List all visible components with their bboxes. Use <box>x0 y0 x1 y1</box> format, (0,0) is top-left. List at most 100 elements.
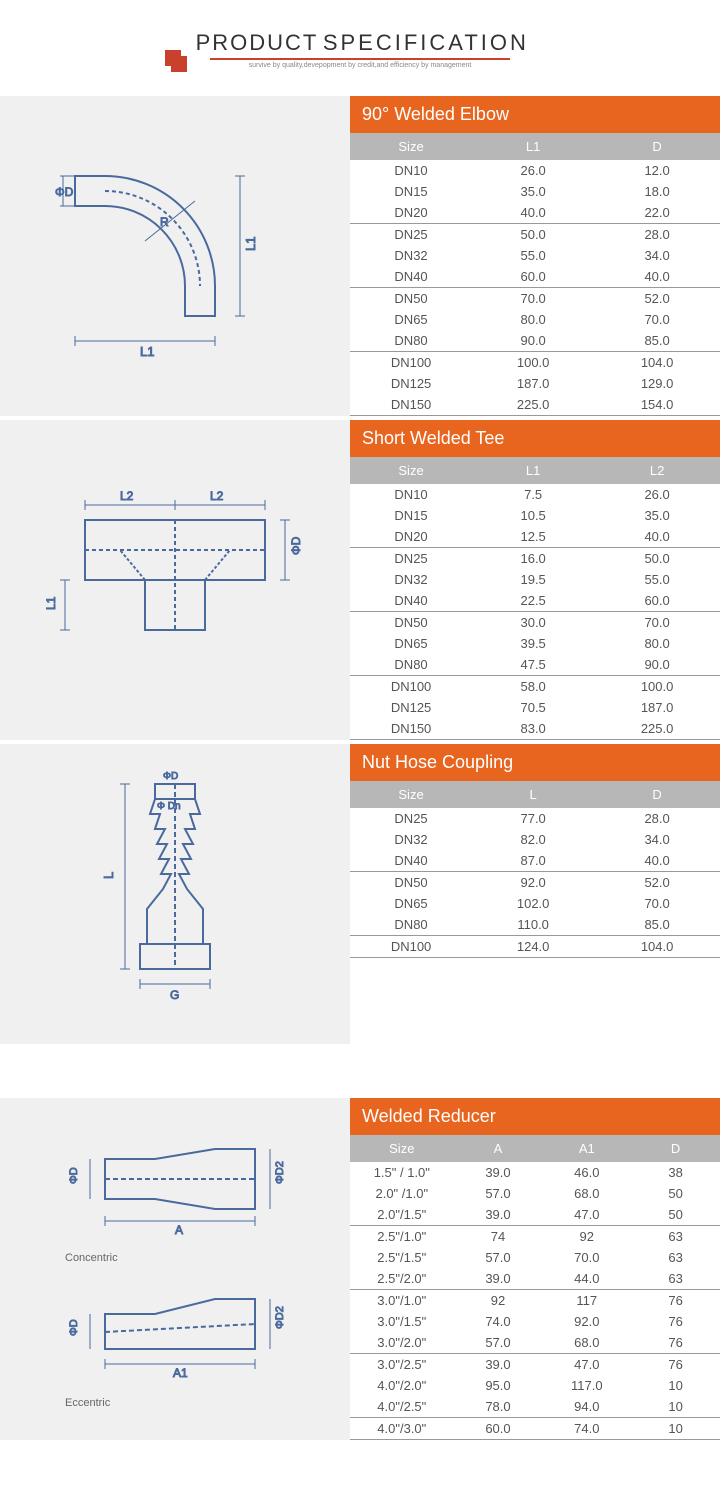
table-cell: DN40 <box>350 590 472 612</box>
table-cell: 76 <box>631 1290 720 1312</box>
col-header: D <box>594 781 720 808</box>
table-cell: DN32 <box>350 569 472 590</box>
col-header: D <box>594 133 720 160</box>
table-row: 4.0"/2.5"78.094.010 <box>350 1396 720 1418</box>
table-cell: 39.0 <box>454 1204 543 1226</box>
table-cell: 50.0 <box>472 224 594 246</box>
table-cell: DN100 <box>350 352 472 374</box>
table-cell: 104.0 <box>594 352 720 374</box>
table-cell: 117.0 <box>542 1375 631 1396</box>
table-cell: 82.0 <box>472 829 594 850</box>
table-cell: 3.0"/2.5" <box>350 1354 454 1376</box>
table-cell: 68.0 <box>542 1183 631 1204</box>
svg-text:ΦD: ΦD <box>163 771 178 782</box>
spec-table: SizeAA1D1.5" / 1.0"39.046.0382.0" /1.0"5… <box>350 1135 720 1440</box>
table-cell: 60.0 <box>472 266 594 288</box>
table-row: 4.0"/2.0"95.0117.010 <box>350 1375 720 1396</box>
section-title: Short Welded Tee <box>350 420 720 457</box>
svg-text:Φ Dn: Φ Dn <box>157 801 181 812</box>
table-cell: 4.0"/2.0" <box>350 1375 454 1396</box>
table-cell: DN10 <box>350 160 472 181</box>
section-title: Nut Hose Coupling <box>350 744 720 781</box>
table-cell: 70.5 <box>472 697 594 718</box>
section-title: 90° Welded Elbow <box>350 96 720 133</box>
table-cell: 55.0 <box>472 245 594 266</box>
table-cell: DN20 <box>350 526 472 548</box>
table-row: 1.5" / 1.0"39.046.038 <box>350 1162 720 1183</box>
table-cell: DN80 <box>350 654 472 676</box>
table-row: DN100124.0104.0 <box>350 936 720 958</box>
table-cell: DN125 <box>350 373 472 394</box>
table-cell: 68.0 <box>542 1332 631 1354</box>
table-row: DN65102.070.0 <box>350 893 720 914</box>
page-header: PRODUCT SPECIFICATION survive by quality… <box>0 0 720 92</box>
spec-section: L1 L1 R ΦD 90° Welded ElbowSizeL1DDN1026… <box>0 96 720 416</box>
table-cell: 2.5"/1.0" <box>350 1226 454 1248</box>
svg-text:A: A <box>175 1223 183 1237</box>
table-cell: 124.0 <box>472 936 594 958</box>
table-row: DN1535.018.0 <box>350 181 720 202</box>
table-row: DN8047.590.0 <box>350 654 720 676</box>
table-row: DN100100.0104.0 <box>350 352 720 374</box>
table-cell: 40.0 <box>472 202 594 224</box>
table-cell: 7.5 <box>472 484 594 505</box>
svg-text:L1: L1 <box>44 596 58 610</box>
table-cell: DN15 <box>350 505 472 526</box>
table-cell: 39.0 <box>454 1162 543 1183</box>
table-cell: 2.5"/2.0" <box>350 1268 454 1290</box>
table-cell: DN65 <box>350 309 472 330</box>
table-row: DN4022.560.0 <box>350 590 720 612</box>
table-cell: 10 <box>631 1418 720 1440</box>
svg-text:L: L <box>101 872 116 879</box>
table-cell: 83.0 <box>472 718 594 740</box>
table-cell: DN65 <box>350 893 472 914</box>
table-cell: 92.0 <box>472 872 594 894</box>
table-cell: 2.5"/1.5" <box>350 1247 454 1268</box>
table-cell: 50 <box>631 1204 720 1226</box>
table-cell: 40.0 <box>594 266 720 288</box>
title-product: PRODUCT <box>196 30 319 55</box>
table-row: DN107.526.0 <box>350 484 720 505</box>
data-panel: Welded ReducerSizeAA1D1.5" / 1.0"39.046.… <box>350 1098 720 1440</box>
svg-text:L1: L1 <box>140 344 154 359</box>
table-cell: DN80 <box>350 914 472 936</box>
table-row: 2.0" /1.0"57.068.050 <box>350 1183 720 1204</box>
svg-text:ΦD: ΦD <box>289 536 303 555</box>
table-row: 3.0"/2.0"57.068.076 <box>350 1332 720 1354</box>
table-row: DN2516.050.0 <box>350 548 720 570</box>
table-row: DN80110.085.0 <box>350 914 720 936</box>
data-panel: Short Welded TeeSizeL1L2DN107.526.0DN151… <box>350 420 720 740</box>
table-cell: 46.0 <box>542 1162 631 1183</box>
table-row: DN5092.052.0 <box>350 872 720 894</box>
table-row: 2.5"/1.0"749263 <box>350 1226 720 1248</box>
table-cell: 63 <box>631 1226 720 1248</box>
table-cell: 47.5 <box>472 654 594 676</box>
table-cell: DN50 <box>350 288 472 310</box>
spec-section: ΦD Φ Dn L G Nut Hose CouplingSizeLDDN257… <box>0 744 720 1044</box>
table-cell: 52.0 <box>594 872 720 894</box>
table-cell: 26.0 <box>472 160 594 181</box>
table-cell: 154.0 <box>594 394 720 416</box>
table-cell: 60.0 <box>454 1418 543 1440</box>
table-cell: 85.0 <box>594 914 720 936</box>
table-cell: 34.0 <box>594 245 720 266</box>
table-cell: 225.0 <box>594 718 720 740</box>
table-cell: 38 <box>631 1162 720 1183</box>
table-cell: 94.0 <box>542 1396 631 1418</box>
title-spec: SPECIFICATION <box>323 30 529 55</box>
col-header: Size <box>350 133 472 160</box>
table-row: DN2040.022.0 <box>350 202 720 224</box>
table-cell: 40.0 <box>594 526 720 548</box>
table-cell: 90.0 <box>594 654 720 676</box>
table-cell: 52.0 <box>594 288 720 310</box>
table-cell: DN50 <box>350 872 472 894</box>
svg-text:R: R <box>160 215 169 229</box>
table-cell: 78.0 <box>454 1396 543 1418</box>
col-header: A1 <box>542 1135 631 1162</box>
table-cell: 2.0" /1.0" <box>350 1183 454 1204</box>
col-header: L2 <box>594 457 720 484</box>
col-header: Size <box>350 457 472 484</box>
table-row: 3.0"/1.5"74.092.076 <box>350 1311 720 1332</box>
table-row: DN10058.0100.0 <box>350 676 720 698</box>
svg-text:ΦD2: ΦD2 <box>274 1306 285 1329</box>
